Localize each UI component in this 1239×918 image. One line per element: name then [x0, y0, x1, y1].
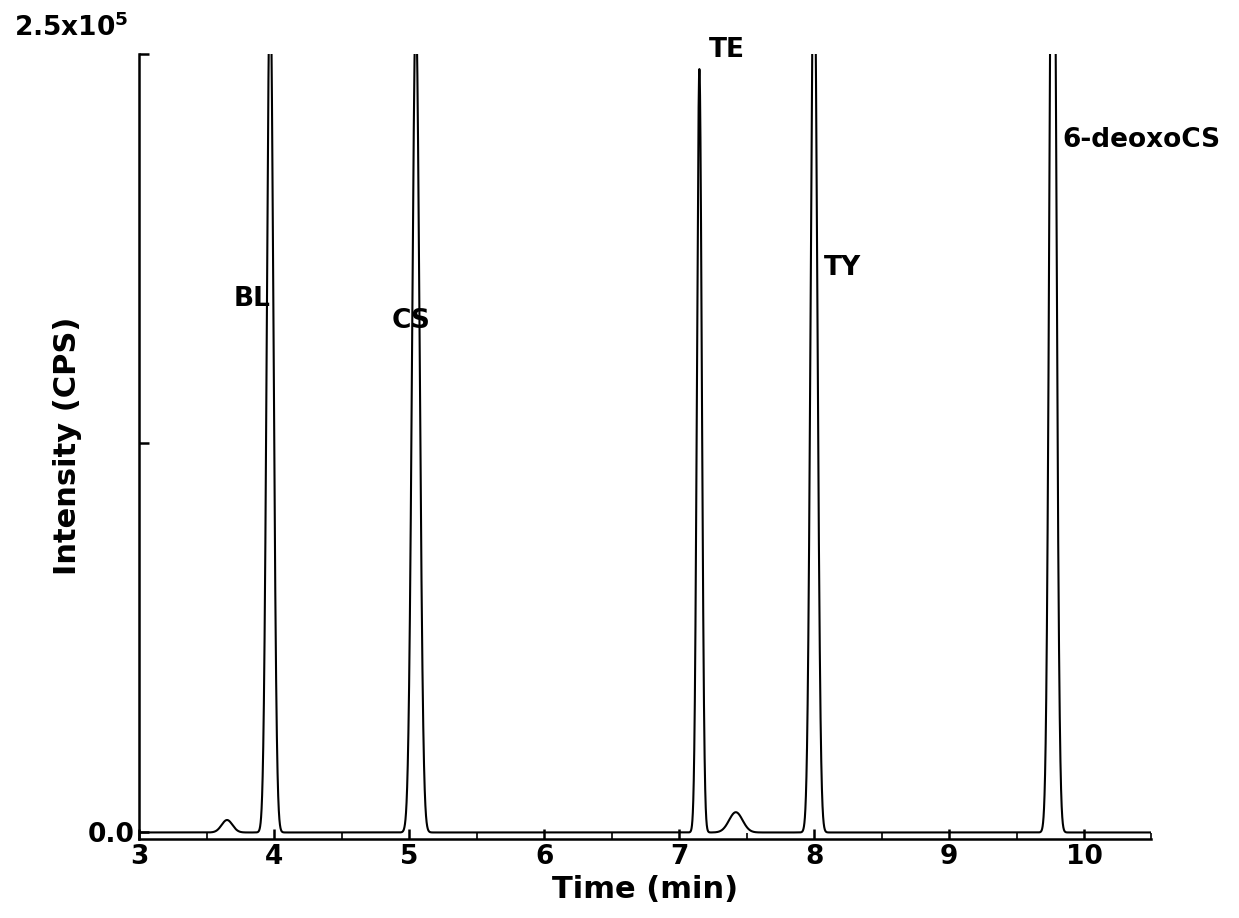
Text: $\mathbf{2.5x10^5}$: $\mathbf{2.5x10^5}$	[14, 14, 128, 42]
X-axis label: Time (min): Time (min)	[553, 875, 738, 904]
Text: CS: CS	[392, 308, 431, 334]
Text: 6-deoxoCS: 6-deoxoCS	[1062, 128, 1220, 153]
Text: BL: BL	[234, 286, 270, 312]
Text: TE: TE	[709, 37, 745, 62]
Y-axis label: Intensity (CPS): Intensity (CPS)	[53, 317, 82, 576]
Text: TY: TY	[824, 255, 861, 281]
